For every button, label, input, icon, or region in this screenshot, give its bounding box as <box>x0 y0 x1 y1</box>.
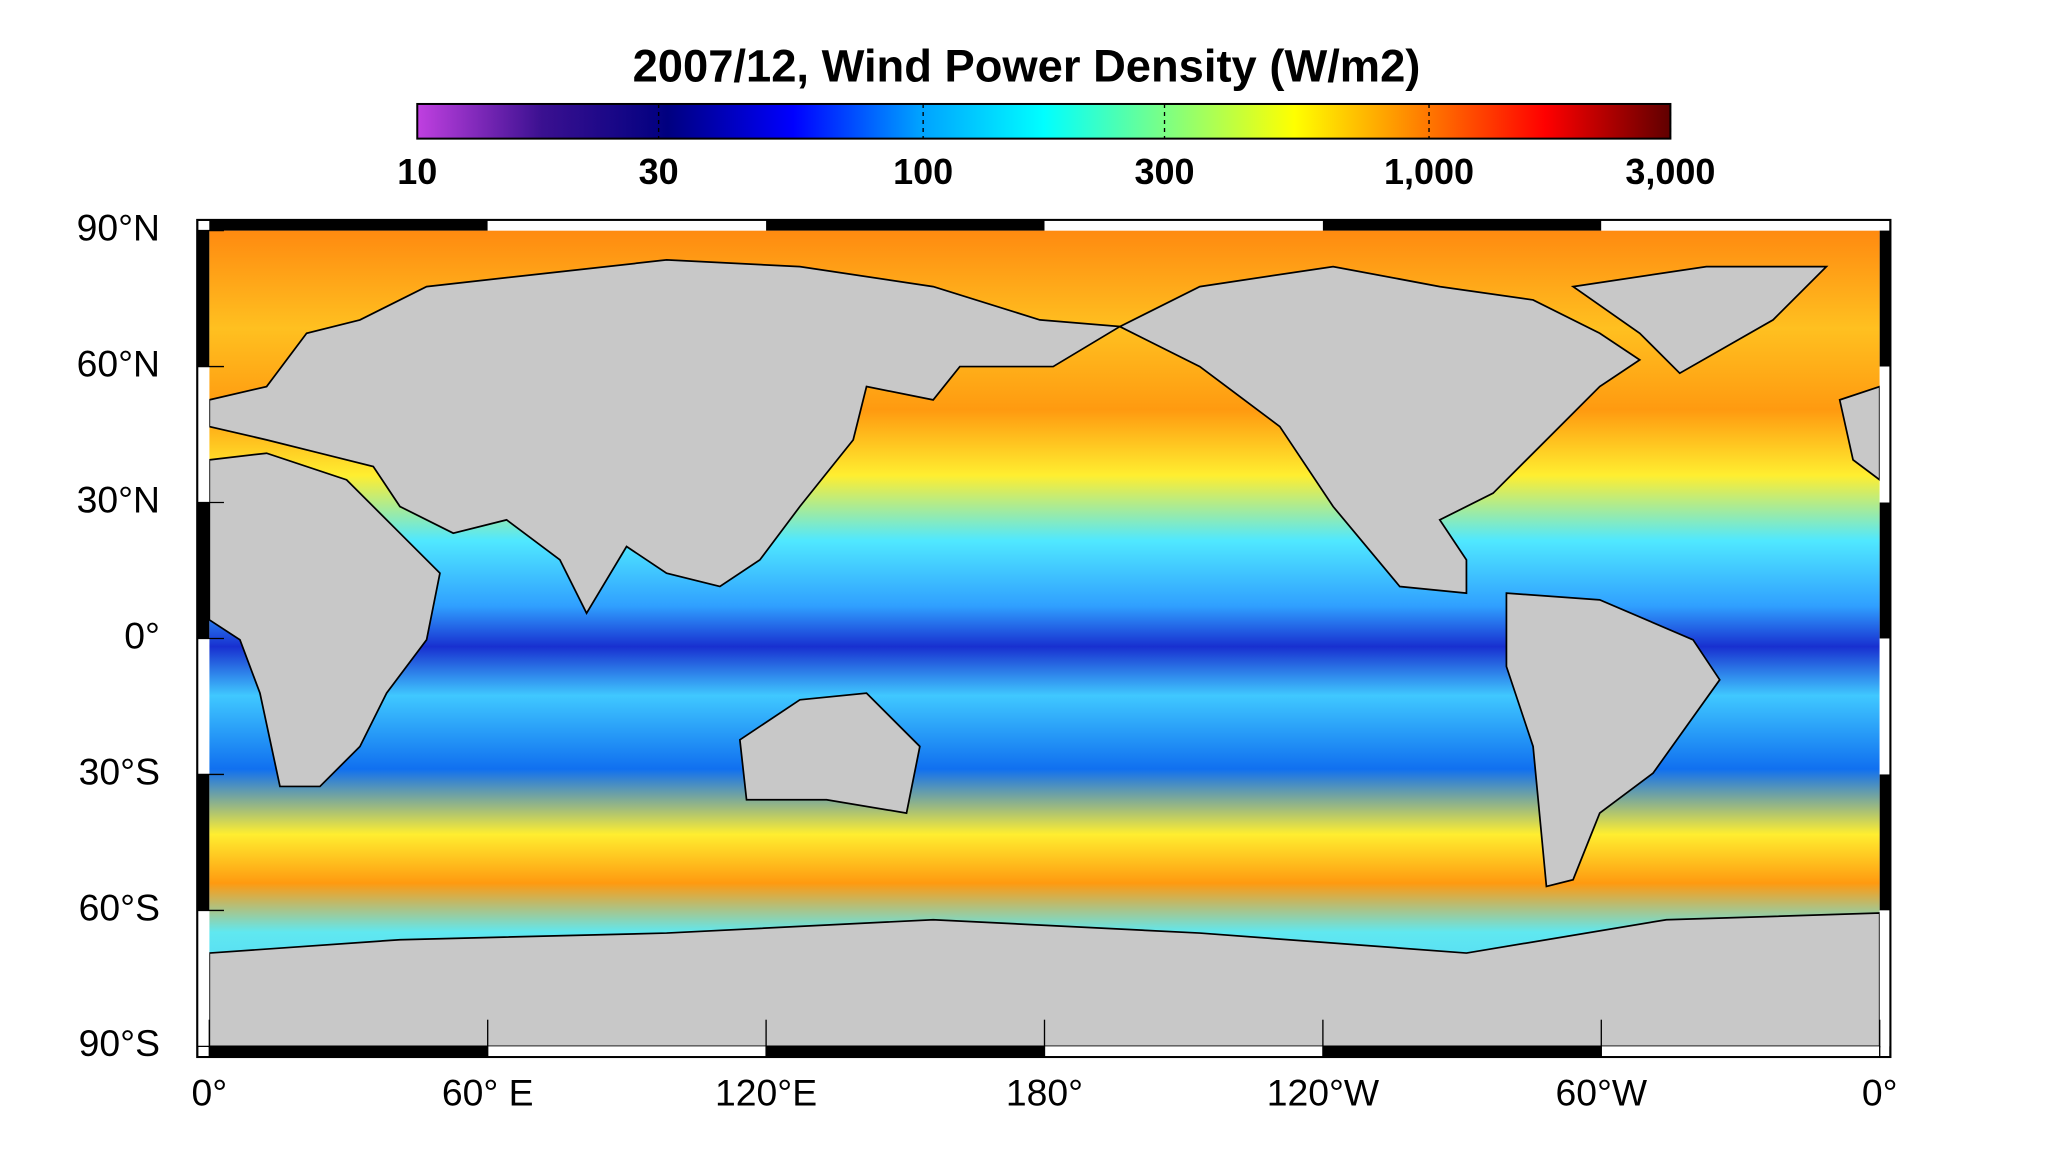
y-tick-label: 90°N <box>77 206 160 248</box>
colorbar-tick-label: 1,000 <box>1384 151 1474 192</box>
x-tick-label: 0° <box>191 1072 227 1114</box>
border-segment <box>1879 366 1891 503</box>
australia <box>738 692 921 815</box>
border-segment <box>1879 502 1891 639</box>
border-segment <box>197 502 210 639</box>
border-segment <box>1879 638 1891 775</box>
colorbar-tick-label: 100 <box>893 151 953 192</box>
chart-title: 2007/12, Wind Power Density (W/m2) <box>633 40 1421 91</box>
border-segment <box>197 230 210 367</box>
y-tick-label: 60°S <box>79 886 160 928</box>
border-segment <box>1601 1046 1880 1058</box>
border-segment <box>1879 230 1891 367</box>
border-segment <box>197 366 210 503</box>
eurasia <box>208 259 1123 615</box>
border-segment <box>1044 219 1323 231</box>
border-segment <box>1322 219 1602 231</box>
x-tick-label: 60° E <box>442 1072 534 1114</box>
x-tick-label: 60°W <box>1555 1072 1647 1114</box>
border-segment <box>1044 1046 1323 1058</box>
border-segment <box>209 219 488 231</box>
y-tick-label: 90°S <box>79 1022 160 1064</box>
x-tick-label: 120°W <box>1267 1072 1380 1114</box>
border-segment <box>197 774 210 911</box>
border-segment <box>1601 219 1880 231</box>
x-tick-label: 120°E <box>715 1072 817 1114</box>
colorbar-tick-label: 3,000 <box>1625 151 1715 192</box>
y-tick-label: 60°N <box>77 342 160 384</box>
border-segment <box>766 219 1045 231</box>
y-tick-label: 0° <box>124 614 160 656</box>
land <box>208 259 1881 1048</box>
north-america <box>1117 265 1642 595</box>
x-tick-label: 180° <box>1006 1072 1083 1114</box>
x-tick-label: 0° <box>1862 1072 1898 1114</box>
border-segment <box>197 910 210 1047</box>
border-segment <box>197 638 210 775</box>
border-segment <box>1879 774 1891 911</box>
colorbar-tick-label: 30 <box>639 151 679 192</box>
border-segment <box>487 219 767 231</box>
border-segment <box>1322 1046 1602 1058</box>
map <box>196 218 1892 1059</box>
colorbar <box>416 102 1672 140</box>
africa <box>208 452 441 788</box>
y-tick-label: 30°N <box>77 478 160 520</box>
border-segment <box>1879 910 1891 1047</box>
y-tick-label: 30°S <box>79 750 160 792</box>
south-america <box>1505 592 1721 888</box>
colorbar-tick-label: 10 <box>397 151 437 192</box>
border-segment <box>209 1046 488 1058</box>
colorbar-tick-label: 300 <box>1134 151 1194 192</box>
border-segment <box>766 1046 1045 1058</box>
border-segment <box>487 1046 767 1058</box>
greenland <box>1570 265 1829 375</box>
